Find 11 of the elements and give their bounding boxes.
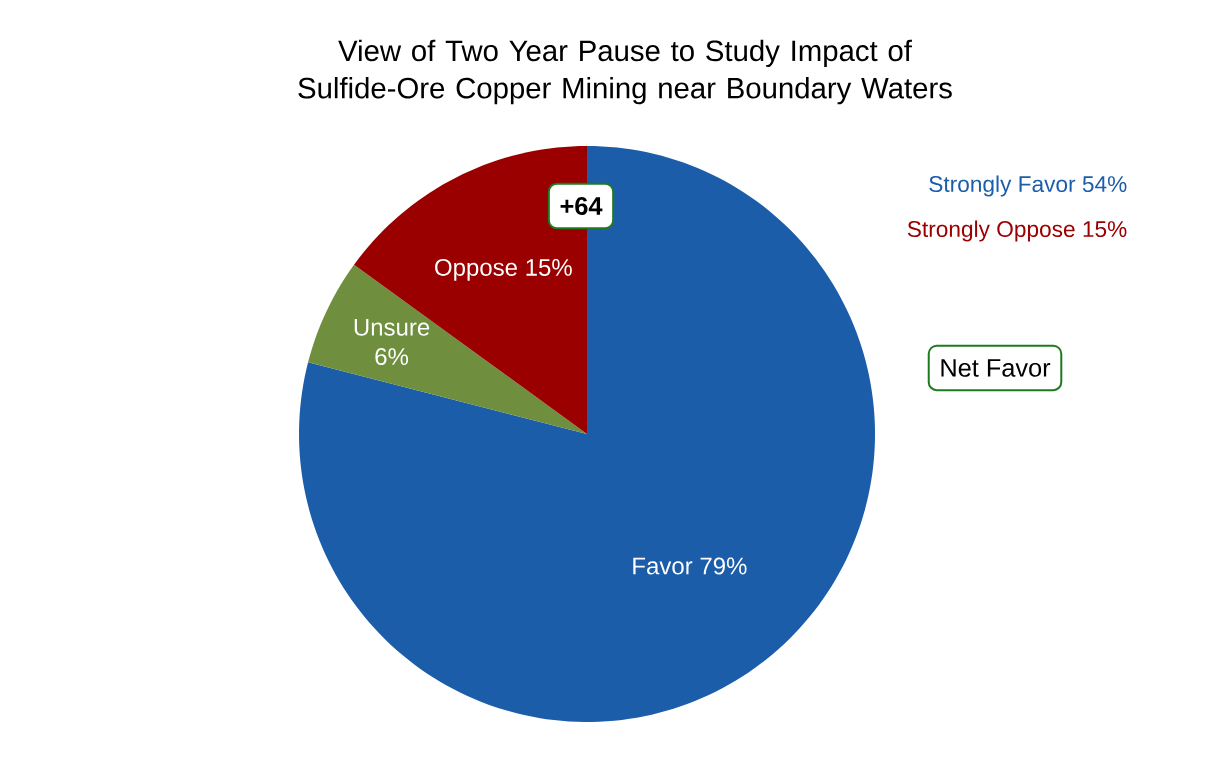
slice-label: Unsure <box>354 318 430 336</box>
slice-label: Oppose <box>435 258 517 281</box>
text: Strongly Favor 54% <box>929 175 1127 197</box>
slice-label: Favor <box>633 557 693 575</box>
chart-title: View of Two Year Pause to Study Impact of Sulfide-Ore Copper Mining near Boundary Waters <box>298 39 952 105</box>
data-label: 79% <box>700 557 747 575</box>
data-label: 6% <box>375 348 409 366</box>
text: +64 <box>560 197 603 215</box>
data-label: 15% <box>526 258 572 276</box>
text: Strongly Oppose 15% <box>907 220 1127 242</box>
text: Net Favor <box>941 359 1051 377</box>
